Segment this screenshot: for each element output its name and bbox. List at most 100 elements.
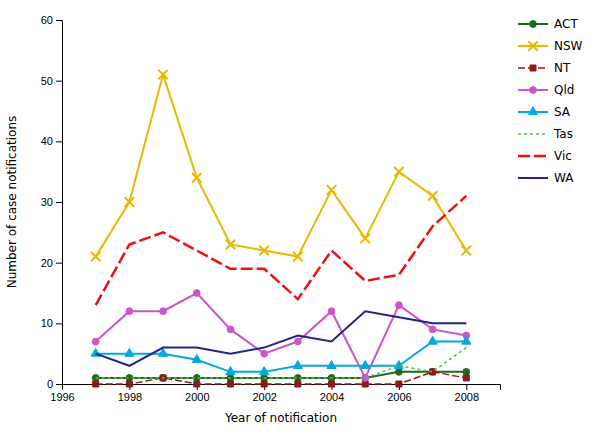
legend-swatch <box>518 177 548 179</box>
series-marker <box>463 368 470 375</box>
series-line <box>96 348 467 378</box>
y-axis-tick-mark <box>56 202 62 203</box>
series-marker <box>226 240 235 249</box>
y-axis-tick-label: 10 <box>41 317 53 329</box>
series-line <box>96 75 467 257</box>
y-axis-tick-label: 20 <box>41 257 53 269</box>
y-axis-tick: 40 <box>41 135 62 147</box>
y-axis-tick: 20 <box>41 257 62 269</box>
series-marker <box>362 375 369 382</box>
legend-item: NSW <box>518 39 583 53</box>
series-marker <box>327 185 336 194</box>
series-marker <box>194 381 200 387</box>
x-axis-title: Year of notification <box>224 411 337 425</box>
series-marker <box>329 381 335 387</box>
legend-label: Vic <box>554 149 572 163</box>
series-line <box>96 293 467 378</box>
series-marker <box>227 326 234 333</box>
y-axis-tick: 0 <box>47 378 62 390</box>
x-axis-tick: 2008 <box>455 384 479 403</box>
legend-item: ACT <box>518 17 578 31</box>
legend-item: Tas <box>518 127 573 141</box>
series-marker <box>396 302 403 309</box>
series <box>92 290 469 382</box>
series-marker <box>294 338 301 345</box>
series <box>96 348 467 378</box>
y-axis-tick-label: 60 <box>41 14 53 26</box>
series-marker <box>192 354 201 362</box>
legend-swatch <box>518 133 548 135</box>
series-line <box>96 342 467 372</box>
series-marker <box>125 348 134 356</box>
legend-marker <box>528 41 537 50</box>
y-axis-tick: 30 <box>41 196 62 208</box>
x-axis-tick-label: 2004 <box>320 391 344 403</box>
x-axis-tick-label: 2002 <box>252 391 276 403</box>
legend-label: NSW <box>554 39 583 53</box>
y-axis-tick-label: 30 <box>41 196 53 208</box>
series-marker <box>396 368 403 375</box>
y-axis-title: Number of case notifications <box>5 116 19 289</box>
x-axis-tick-label: 2008 <box>455 391 479 403</box>
series-line <box>96 311 467 366</box>
x-axis-tick-label: 2000 <box>185 391 209 403</box>
series-marker <box>428 191 437 200</box>
x-axis-tick-label: 1996 <box>50 391 74 403</box>
y-axis: 0 10 20 30 40 50 60 <box>41 14 63 390</box>
legend-label: NT <box>554 61 571 75</box>
series-marker <box>226 367 235 375</box>
series <box>96 311 467 366</box>
y-axis-line <box>56 21 63 385</box>
y-axis-tick-mark <box>56 141 62 142</box>
series-marker <box>362 381 368 387</box>
plot: 1996 1998 2000 2002 2004 2006 2008 0 10 20 30 40 50 6… <box>41 14 501 403</box>
legend-label: ACT <box>554 17 578 31</box>
legend-marker <box>530 65 536 71</box>
y-axis-tick: 10 <box>41 317 62 329</box>
series-line <box>96 372 467 378</box>
series-marker <box>158 70 167 79</box>
series-marker <box>192 173 201 182</box>
series-line <box>96 196 467 305</box>
legend-marker <box>528 107 537 115</box>
series-marker <box>462 336 471 344</box>
series-marker <box>260 367 269 375</box>
series-marker <box>295 381 301 387</box>
legend-swatch <box>518 155 548 158</box>
legend-label: SA <box>554 105 571 119</box>
series-marker <box>462 246 471 255</box>
chart: 1996 1998 2000 2002 2004 2006 2008 0 10 20 30 40 50 6… <box>0 0 600 434</box>
series-marker <box>259 246 268 255</box>
series-marker <box>328 308 335 315</box>
legend-item: NT <box>518 61 571 75</box>
legend-label: Qld <box>554 83 574 97</box>
series-marker <box>261 350 268 357</box>
series-marker <box>160 308 167 315</box>
y-axis-tick: 50 <box>41 75 62 87</box>
series-marker <box>327 361 336 369</box>
series-marker <box>93 381 99 387</box>
x-axis-tick-label: 2006 <box>387 391 411 403</box>
series-marker <box>428 336 437 344</box>
series-marker <box>125 197 134 206</box>
series-marker <box>394 167 403 176</box>
series-marker <box>261 381 267 387</box>
series <box>96 196 467 305</box>
series <box>93 369 470 387</box>
y-axis-tick-mark <box>56 323 62 324</box>
series-marker <box>396 381 402 387</box>
x-axis-tick-label: 1998 <box>118 391 142 403</box>
series-marker <box>92 338 99 345</box>
legend-item: Vic <box>518 149 572 163</box>
series <box>92 368 469 381</box>
legend-item: SA <box>518 105 571 119</box>
series-marker <box>362 375 369 382</box>
y-axis-tick-label: 40 <box>41 135 53 147</box>
series-group <box>91 70 471 387</box>
legend-marker <box>530 87 537 94</box>
x-axis-tick-mark <box>466 384 467 390</box>
legend-item: Qld <box>518 83 574 97</box>
y-axis-tick-mark <box>56 81 62 82</box>
series-marker <box>91 252 100 261</box>
legend-marker <box>530 21 537 28</box>
